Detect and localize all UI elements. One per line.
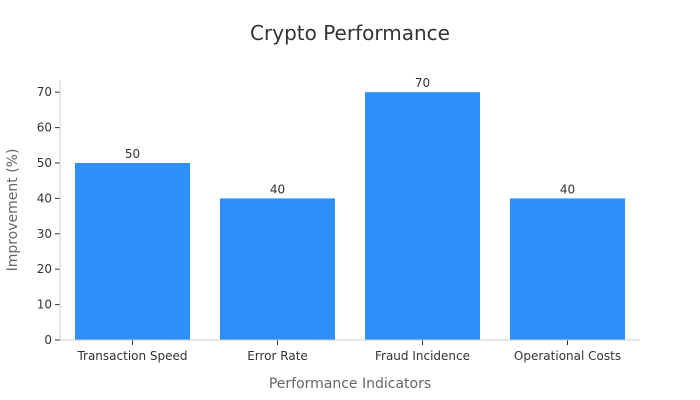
category-label: Transaction Speed bbox=[76, 349, 187, 363]
chart-title: Crypto Performance bbox=[250, 21, 450, 45]
x-axis-label: Performance Indicators bbox=[269, 376, 431, 392]
y-tick-label: 40 bbox=[37, 191, 52, 205]
bar-transaction-speed bbox=[75, 163, 190, 340]
bar-fraud-incidence bbox=[365, 92, 480, 340]
y-tick-label: 30 bbox=[37, 227, 52, 241]
y-axis-label: Improvement (%) bbox=[5, 149, 21, 272]
x-axis-tick-labels: Transaction Speed Error Rate Fraud Inciden… bbox=[76, 340, 621, 363]
bars bbox=[75, 92, 625, 340]
data-label: 50 bbox=[125, 147, 140, 161]
category-label: Operational Costs bbox=[514, 349, 621, 363]
data-label: 40 bbox=[560, 182, 575, 196]
data-label: 70 bbox=[415, 76, 430, 90]
category-label: Error Rate bbox=[247, 349, 308, 363]
y-tick-label: 70 bbox=[37, 85, 52, 99]
category-label: Fraud Incidence bbox=[375, 349, 470, 363]
y-tick-label: 60 bbox=[37, 121, 52, 135]
bar-operational-costs bbox=[510, 198, 625, 340]
y-axis-ticks: 0 10 20 30 40 50 60 70 bbox=[37, 85, 60, 347]
data-label: 40 bbox=[270, 182, 285, 196]
y-tick-label: 50 bbox=[37, 156, 52, 170]
y-tick-label: 10 bbox=[37, 298, 52, 312]
data-labels: 50 40 70 40 bbox=[125, 76, 575, 196]
y-tick-label: 0 bbox=[44, 333, 52, 347]
y-tick-label: 20 bbox=[37, 262, 52, 276]
bar-error-rate bbox=[220, 198, 335, 340]
